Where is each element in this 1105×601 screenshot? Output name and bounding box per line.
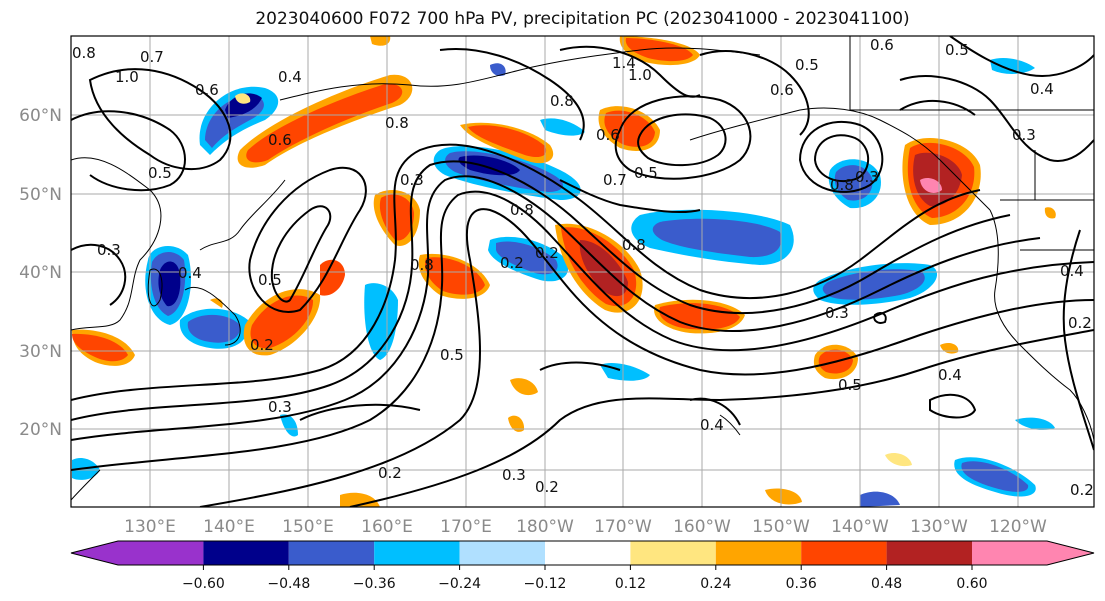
colorbar-segment bbox=[715, 541, 802, 565]
colorbar-tick-label: −0.24 bbox=[438, 576, 481, 592]
colorbar-tick-label: 0.36 bbox=[786, 576, 817, 592]
contour-label: 0.6 bbox=[870, 36, 894, 54]
contour-label: 0.8 bbox=[410, 256, 434, 274]
contour-label: 0.8 bbox=[72, 44, 96, 62]
colorbar-extend-low bbox=[71, 541, 118, 565]
contour-label: 0.7 bbox=[140, 48, 164, 66]
contour-label: 0.5 bbox=[258, 271, 282, 289]
contour-label: 1.0 bbox=[115, 68, 139, 86]
lon-label: 170°W bbox=[594, 517, 652, 537]
contour-label: 0.5 bbox=[148, 164, 172, 182]
contour-label: 0.3 bbox=[97, 241, 121, 259]
lon-label: 140°W bbox=[831, 517, 889, 537]
contour-label: 0.2 bbox=[535, 244, 559, 262]
colorbar-tick-label: 0.12 bbox=[615, 576, 646, 592]
colorbar-segment bbox=[374, 541, 460, 565]
contour-label: 0.8 bbox=[550, 92, 574, 110]
contour-label: 0.4 bbox=[1060, 262, 1084, 280]
lat-label-30n: 30°N bbox=[19, 342, 62, 362]
colorbar-outline bbox=[70, 540, 1095, 566]
lon-label: 130°E bbox=[124, 517, 176, 537]
colorbar-segment bbox=[972, 541, 1047, 565]
lon-label: 120°W bbox=[989, 517, 1047, 537]
contour-label: 0.3 bbox=[855, 168, 879, 186]
lat-label-40n: 40°N bbox=[19, 263, 62, 283]
contour-label: 0.3 bbox=[1012, 126, 1036, 144]
contour-label: 0.4 bbox=[1030, 80, 1054, 98]
contour-label: 0.4 bbox=[938, 366, 962, 384]
colorbar-tick-label: −0.36 bbox=[353, 576, 396, 592]
lon-label: 160°W bbox=[673, 517, 731, 537]
colorbar-segment bbox=[545, 541, 631, 565]
colorbar-segment bbox=[288, 541, 375, 565]
contour-label: 0.8 bbox=[510, 201, 534, 219]
lat-label-60n: 60°N bbox=[19, 106, 62, 126]
contour-label: 0.4 bbox=[700, 416, 724, 434]
lon-label: 150°E bbox=[282, 517, 334, 537]
colorbar-segment bbox=[886, 541, 972, 565]
colorbar-segment bbox=[118, 541, 204, 565]
contour-label: 0.3 bbox=[400, 171, 424, 189]
longitude-labels: 130°E 140°E 150°E 160°E 170°E 180°W 170°… bbox=[124, 517, 1047, 537]
contour-label: 0.5 bbox=[838, 376, 862, 394]
contour-label: 0.3 bbox=[268, 398, 292, 416]
colorbar-tick-label: 0.48 bbox=[871, 576, 902, 592]
colorbar-tick-label: −0.12 bbox=[524, 576, 567, 592]
contour-label: 0.7 bbox=[603, 171, 627, 189]
lon-label: 170°E bbox=[440, 517, 492, 537]
colorbar-segment bbox=[801, 541, 887, 565]
colorbar-extend-high bbox=[1047, 541, 1094, 565]
contour-label: 0.6 bbox=[195, 81, 219, 99]
contour-label: 0.5 bbox=[634, 164, 658, 182]
contour-label: 0.2 bbox=[1070, 481, 1094, 499]
contour-label: 0.5 bbox=[945, 41, 969, 59]
contour-label: 0.2 bbox=[535, 478, 559, 496]
contour-label: 0.3 bbox=[825, 304, 849, 322]
contour-label: 0.6 bbox=[596, 126, 620, 144]
contour-label: 0.5 bbox=[795, 56, 819, 74]
contour-label: 0.2 bbox=[250, 336, 274, 354]
colorbar-segment bbox=[630, 541, 716, 565]
lon-label: 180°W bbox=[516, 517, 574, 537]
lon-label: 150°W bbox=[752, 517, 810, 537]
colorbar: −0.60 −0.48 −0.36 −0.24 −0.12 0.12 0.24 … bbox=[70, 540, 1095, 592]
contour-labels: 0.8 0.7 1.0 0.6 0.4 0.5 0.3 0.8 0.6 0.3 … bbox=[72, 36, 1094, 499]
lon-label: 160°E bbox=[361, 517, 413, 537]
contour-label: 0.3 bbox=[502, 466, 526, 484]
contour-label: 0.6 bbox=[268, 131, 292, 149]
contour-label: 1.4 bbox=[612, 54, 636, 72]
contour-label: 0.2 bbox=[378, 464, 402, 482]
contour-label: 0.6 bbox=[770, 81, 794, 99]
colorbar-segment bbox=[459, 541, 545, 565]
contour-label: 0.8 bbox=[622, 236, 646, 254]
graticule bbox=[71, 36, 1094, 507]
map-frame bbox=[70, 35, 1095, 508]
contour-label: 1.0 bbox=[628, 66, 652, 84]
contour-label: 0.8 bbox=[385, 114, 409, 132]
lon-label: 130°W bbox=[910, 517, 968, 537]
latitude-labels: 60°N 50°N 40°N 30°N 20°N bbox=[19, 106, 62, 440]
colorbar-tick-label: 0.60 bbox=[956, 576, 987, 592]
colorbar-tick-label: 0.24 bbox=[700, 576, 731, 592]
lat-label-50n: 50°N bbox=[19, 185, 62, 205]
coastlines bbox=[71, 36, 1094, 501]
lat-label-20n: 20°N bbox=[19, 420, 62, 440]
contour-label: 0.5 bbox=[440, 346, 464, 364]
map-title: 2023040600 F072 700 hPa PV, precipitatio… bbox=[255, 9, 910, 29]
pv-contours bbox=[71, 36, 1094, 507]
contour-label: 0.2 bbox=[1068, 314, 1092, 332]
precip-shading bbox=[72, 36, 1056, 507]
colorbar-tick-label: −0.48 bbox=[267, 576, 310, 592]
contour-label: 0.4 bbox=[178, 264, 202, 282]
contour-label: 0.8 bbox=[830, 176, 854, 194]
colorbar-segment bbox=[203, 541, 289, 565]
colorbar-tick-label: −0.60 bbox=[182, 576, 225, 592]
contour-label: 0.2 bbox=[500, 254, 524, 272]
contour-label: 0.4 bbox=[278, 68, 302, 86]
lon-label: 140°E bbox=[203, 517, 255, 537]
